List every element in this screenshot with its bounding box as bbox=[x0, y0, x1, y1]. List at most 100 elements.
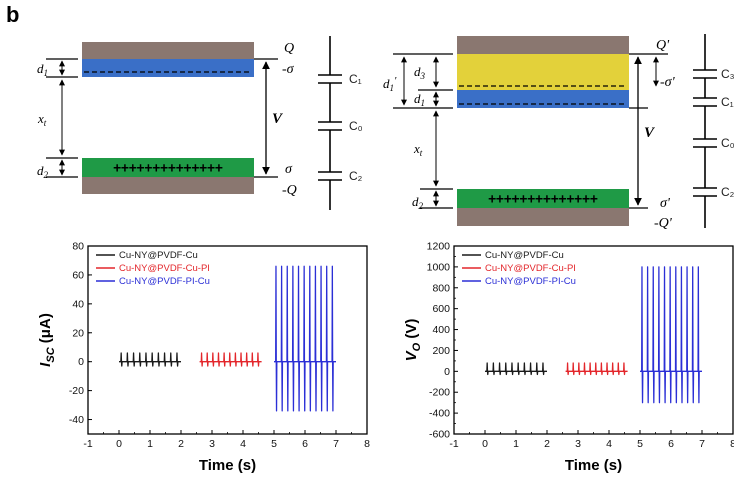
y-tick-label: 200 bbox=[432, 345, 450, 357]
series-line-2 bbox=[274, 265, 336, 412]
series-line-0 bbox=[485, 362, 547, 376]
x-tick-label: 2 bbox=[544, 438, 550, 450]
top-electrode bbox=[82, 42, 254, 59]
x-tick-label: 4 bbox=[606, 438, 612, 450]
series-line-1 bbox=[199, 352, 262, 367]
y-tick-label: 0 bbox=[78, 356, 84, 368]
charge-sigma-prime: σ' bbox=[660, 196, 671, 211]
y-tick-label: 1200 bbox=[427, 241, 451, 253]
y-axis-subscript: SC bbox=[45, 346, 57, 362]
x-tick-label: -1 bbox=[83, 438, 92, 450]
positive-layer bbox=[457, 189, 629, 208]
x-axis-title: Time (s) bbox=[565, 457, 622, 474]
x-tick-label: 7 bbox=[699, 438, 705, 450]
right-schematic: ++++++++++++++ d1' d3 d1 xt d2 Q' -σ' V … bbox=[383, 34, 734, 231]
isc-chart: -1 0 1 2 3 4 5 6 7 8 -40 -20 0 20 40 60 80 Time (s) ISC (μ… bbox=[37, 241, 370, 475]
x-axis-title: Time (s) bbox=[199, 457, 256, 474]
x-tick-label: 1 bbox=[513, 438, 519, 450]
cap-c1-label: C₁ bbox=[721, 95, 734, 109]
charge-minus-sigma-prime: -σ' bbox=[660, 75, 676, 90]
y-tick-label: -200 bbox=[429, 387, 450, 399]
x-tick-label: -1 bbox=[449, 438, 458, 450]
y-tick-label: -600 bbox=[429, 429, 450, 441]
y-tick-label: -20 bbox=[69, 385, 84, 397]
x-tick-label: 0 bbox=[482, 438, 488, 450]
positive-layer bbox=[82, 158, 254, 177]
x-tick-label: 7 bbox=[333, 438, 339, 450]
positive-charges: ++++++++++++++ bbox=[488, 192, 598, 207]
cap-c2-label: C₂ bbox=[721, 185, 734, 199]
y-tick-label: -400 bbox=[429, 408, 450, 420]
legend-entry: Cu-NY@PVDF-Cu bbox=[485, 250, 564, 261]
dielectric-layer bbox=[82, 59, 254, 77]
y-tick-label: 1000 bbox=[427, 261, 451, 273]
left-schematic: ++++++++++++++ d1 xt d2 Q -σ V σ -Q bbox=[37, 36, 363, 210]
legend-entry: Cu-NY@PVDF-PI-Cu bbox=[485, 276, 576, 287]
d1-label: d1 bbox=[37, 61, 48, 78]
capacitor-circuit-left bbox=[318, 36, 342, 210]
top-electrode bbox=[457, 36, 629, 54]
x-tick-label: 3 bbox=[209, 438, 215, 450]
x-tick-label: 5 bbox=[271, 438, 277, 450]
x-tick-label: 5 bbox=[637, 438, 643, 450]
voltage-chart: -1 0 1 2 3 4 5 6 7 8 -600 -400 -200 0 200 400 600 800 1000… bbox=[403, 241, 734, 475]
y-axis-unit: (V) bbox=[403, 319, 420, 343]
y-axis-unit: (μA) bbox=[37, 313, 54, 347]
y-tick-label: 800 bbox=[432, 282, 450, 294]
y-tick-label: 400 bbox=[432, 324, 450, 336]
x-tick-label: 6 bbox=[302, 438, 308, 450]
d1-label: d1 bbox=[414, 91, 425, 108]
charge-minus-Q-prime: -Q' bbox=[654, 216, 673, 231]
y-axis-subscript: O bbox=[411, 342, 423, 351]
charge-sigma: σ bbox=[285, 162, 293, 177]
bottom-electrode bbox=[82, 177, 254, 194]
legend-entry: Cu-NY@PVDF-PI-Cu bbox=[119, 276, 210, 287]
y-tick-label: 20 bbox=[72, 327, 84, 339]
series-line-1 bbox=[565, 362, 628, 376]
positive-charges: ++++++++++++++ bbox=[113, 161, 223, 176]
voltage-label: V bbox=[644, 125, 656, 141]
y-tick-label: 60 bbox=[72, 269, 84, 281]
y-axis-symbol: V bbox=[403, 349, 420, 361]
legend-entry: Cu-NY@PVDF-Cu-PI bbox=[485, 263, 576, 274]
legend-entry: Cu-NY@PVDF-Cu-PI bbox=[119, 263, 210, 274]
x-tick-label: 1 bbox=[147, 438, 153, 450]
cap-c3-label: C₃ bbox=[721, 67, 734, 81]
panel-label: b bbox=[6, 2, 19, 27]
x-label: xt bbox=[37, 111, 47, 128]
charge-minus-Q: -Q bbox=[282, 183, 297, 198]
d2-label: d2 bbox=[412, 194, 424, 211]
x-tick-label: 3 bbox=[575, 438, 581, 450]
x-tick-label: 6 bbox=[668, 438, 674, 450]
x-tick-label: 8 bbox=[730, 438, 734, 450]
y-tick-label: 40 bbox=[72, 298, 84, 310]
charge-Q: Q bbox=[284, 41, 294, 56]
x-tick-label: 8 bbox=[364, 438, 370, 450]
x-tick-label: 2 bbox=[178, 438, 184, 450]
charge-Q-prime: Q' bbox=[656, 38, 670, 53]
series-line-0 bbox=[119, 352, 181, 367]
bottom-electrode bbox=[457, 208, 629, 226]
y-axis-symbol: I bbox=[37, 362, 54, 367]
y-axis-title: VO (V) bbox=[403, 319, 423, 362]
cap-c0-label: C₀ bbox=[349, 119, 363, 133]
d2-label: d2 bbox=[37, 163, 49, 180]
d3-label: d3 bbox=[414, 64, 426, 81]
plot-frame bbox=[87, 245, 368, 435]
series-line-2 bbox=[640, 266, 702, 404]
x-label: xt bbox=[413, 141, 423, 158]
y-tick-label: 0 bbox=[444, 366, 450, 378]
cap-c1-label: C₁ bbox=[349, 72, 362, 86]
y-tick-label: 80 bbox=[72, 241, 84, 253]
dielectric-layer bbox=[457, 90, 629, 108]
plot-frame bbox=[453, 245, 734, 435]
charge-minus-sigma: -σ bbox=[282, 62, 295, 77]
x-tick-label: 0 bbox=[116, 438, 122, 450]
y-tick-label: 600 bbox=[432, 303, 450, 315]
y-tick-label: -40 bbox=[69, 414, 84, 426]
cap-c0-label: C₀ bbox=[721, 136, 734, 150]
pi-layer bbox=[457, 54, 629, 90]
d1prime-label: d1' bbox=[383, 75, 397, 93]
x-tick-label: 4 bbox=[240, 438, 246, 450]
